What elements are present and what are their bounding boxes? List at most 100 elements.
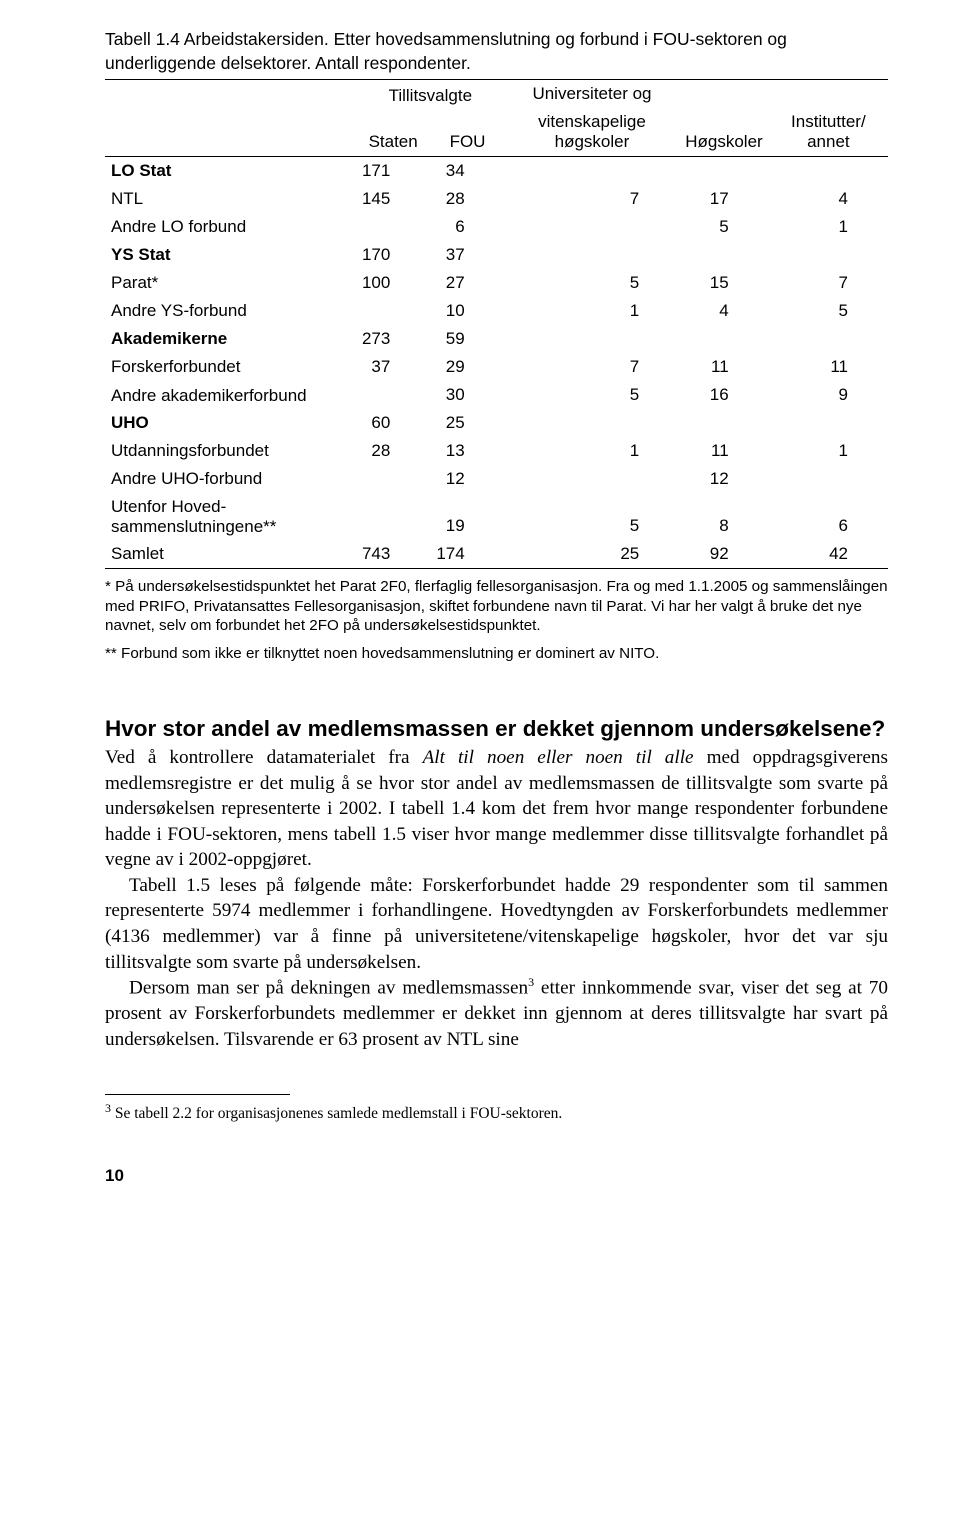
cell [769,241,888,269]
cell: 5 [679,213,768,241]
cell [356,493,430,540]
cell [679,409,768,437]
cell: 1 [505,437,680,465]
cell: 6 [430,213,504,241]
cell: 5 [505,493,680,540]
cell [769,465,888,493]
table-row: Andre akademikerforbund305169 [105,381,888,409]
row-label: Utdanningsforbundet [105,437,356,465]
cell: 11 [679,437,768,465]
cell: 4 [679,297,768,325]
table-row: Akademikerne27359 [105,325,888,353]
data-table: Tillitsvalgte Universiteter og Høgskoler… [105,79,888,569]
cell: 1 [505,297,680,325]
table-row: Samlet743174259242 [105,540,888,569]
cell: 273 [356,325,430,353]
footnote-rule [105,1094,290,1095]
table-row: UHO6025 [105,409,888,437]
row-label: YS Stat [105,241,356,269]
cell [356,213,430,241]
th-tillitsvalgte: Tillitsvalgte [356,80,505,109]
table-row: Forskerforbundet372971111 [105,353,888,381]
cell: 12 [679,465,768,493]
cell [505,241,680,269]
row-label: Samlet [105,540,356,569]
cell: 6 [769,493,888,540]
cell: 37 [356,353,430,381]
cell: 1 [769,437,888,465]
cell [769,325,888,353]
table-caption: Tabell 1.4 Arbeidstakersiden. Etter hove… [105,28,888,75]
endnote-text: Se tabell 2.2 for organisasjonenes samle… [111,1105,562,1122]
cell: 17 [679,185,768,213]
cell [505,325,680,353]
cell: 5 [505,269,680,297]
cell: 171 [356,157,430,186]
cell [505,465,680,493]
cell: 60 [356,409,430,437]
cell: 174 [430,540,504,569]
table-row: Parat*100275157 [105,269,888,297]
page-number: 10 [105,1166,888,1186]
cell: 30 [430,381,504,409]
cell: 7 [505,353,680,381]
cell: 28 [356,437,430,465]
cell: 170 [356,241,430,269]
row-label: LO Stat [105,157,356,186]
row-label: Akademikerne [105,325,356,353]
table-footnote-1: * På undersøkelsestidspunktet het Parat … [105,577,888,635]
row-label: Utenfor Hoved-sammenslutningene** [105,493,356,540]
cell: 34 [430,157,504,186]
cell: 16 [679,381,768,409]
cell [769,157,888,186]
cell: 28 [430,185,504,213]
table-footnote-2: ** Forbund som ikke er tilknyttet noen h… [105,644,888,663]
cell [356,465,430,493]
cell: 5 [769,297,888,325]
cell: 11 [769,353,888,381]
th-fou: FOU [430,108,504,157]
cell [505,409,680,437]
row-label: Parat* [105,269,356,297]
cell: 743 [356,540,430,569]
cell: 25 [505,540,680,569]
cell: 1 [769,213,888,241]
para-3-part1: Dersom man ser på dekningen av medlemsma… [129,977,528,998]
cell [679,241,768,269]
para-2: Tabell 1.5 leses på følgende måte: Forsk… [105,873,888,975]
th-hogskoler: Høgskoler [679,80,768,157]
cell: 10 [430,297,504,325]
table-row: NTL145287174 [105,185,888,213]
th-inst: Institutter/ annet [769,80,888,157]
cell: 11 [679,353,768,381]
table-row: Andre LO forbund 6 51 [105,213,888,241]
cell: 8 [679,493,768,540]
row-label: Andre LO forbund [105,213,356,241]
cell: 4 [769,185,888,213]
italic-title: Alt til noen eller noen til alle [423,747,694,768]
para-1: Ved å kontrollere datamaterialet fra Alt… [105,747,888,870]
cell: 25 [430,409,504,437]
row-label: Andre akademikerforbund [105,381,356,409]
cell [505,157,680,186]
table-row: LO Stat17134 [105,157,888,186]
th-uni-top: Universiteter og [505,80,680,109]
table-row: Andre YS-forbund10145 [105,297,888,325]
row-label: Forskerforbundet [105,353,356,381]
cell [679,325,768,353]
cell [356,297,430,325]
table-row: Utdanningsforbundet28131111 [105,437,888,465]
cell: 145 [356,185,430,213]
cell: 92 [679,540,768,569]
cell: 13 [430,437,504,465]
para-3: Dersom man ser på dekningen av medlemsma… [105,975,888,1052]
cell: 27 [430,269,504,297]
cell: 29 [430,353,504,381]
cell [679,157,768,186]
endnote: 3 Se tabell 2.2 for organisasjonenes sam… [105,1101,888,1124]
table-row: Andre UHO-forbund1212 [105,465,888,493]
cell: 7 [505,185,680,213]
cell [505,213,680,241]
section-heading: Hvor stor andel av medlemsmassen er dekk… [105,715,888,743]
cell: 9 [769,381,888,409]
